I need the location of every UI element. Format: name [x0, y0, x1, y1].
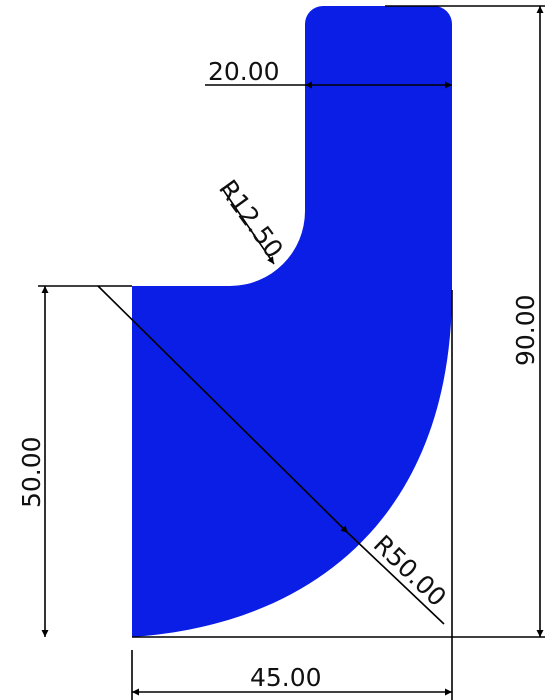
- total-height-label: 90.00: [511, 294, 540, 366]
- part-profile: [132, 6, 452, 637]
- outer-radius-leader: [97, 285, 349, 534]
- outer-radius-leader-tail: [347, 532, 445, 625]
- left-height-label: 50.00: [17, 436, 46, 508]
- bottom-width-label: 45.00: [250, 663, 322, 692]
- inner-radius-label: R12.50: [213, 174, 289, 263]
- outer-radius-label: R50.00: [368, 529, 452, 612]
- inner-radius-leader: [221, 187, 275, 265]
- top-width-label: 20.00: [208, 57, 280, 86]
